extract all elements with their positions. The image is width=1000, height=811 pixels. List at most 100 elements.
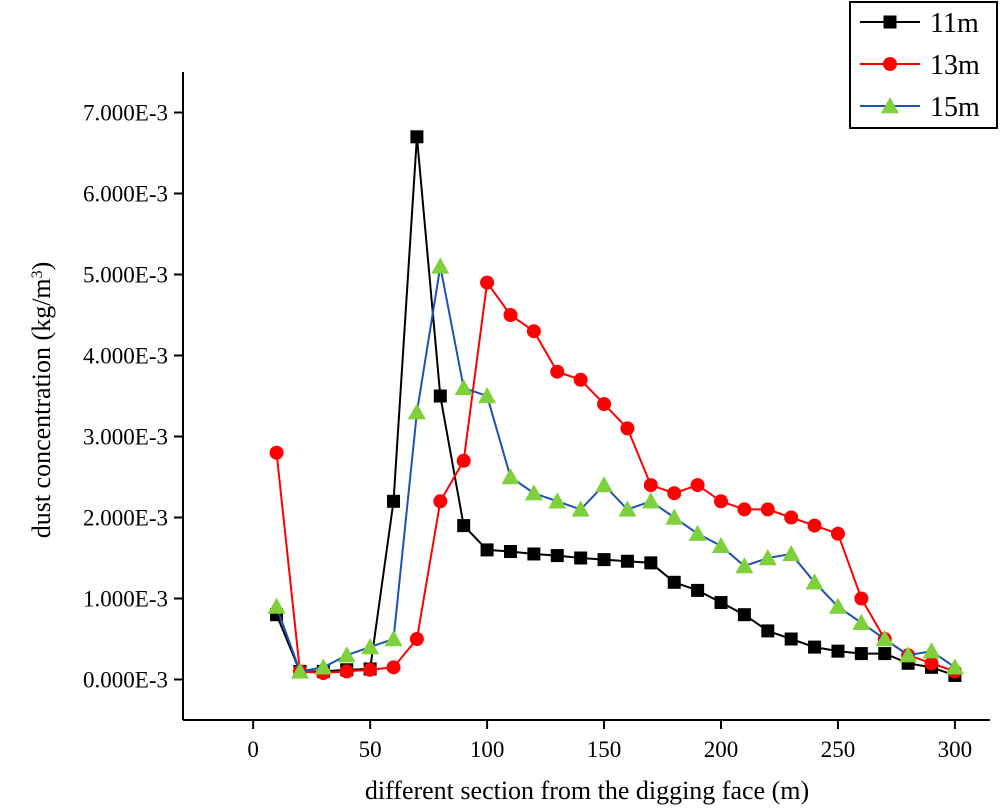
x-tick-label: 50 — [359, 737, 382, 762]
series-layer — [267, 130, 964, 682]
data-point-15m — [431, 257, 450, 274]
x-axis-title: different section from the digging face … — [365, 776, 809, 805]
axes — [182, 72, 990, 721]
data-point-11m — [527, 547, 541, 561]
data-point-11m — [387, 494, 401, 508]
y-tick-label: 6.000E-3 — [83, 182, 168, 207]
data-point-13m — [526, 324, 541, 339]
series-13m — [269, 275, 962, 681]
data-point-15m — [571, 500, 590, 517]
data-point-15m — [407, 403, 426, 420]
data-point-15m — [758, 549, 777, 566]
data-point-15m — [875, 630, 894, 647]
data-point-11m — [433, 389, 447, 403]
x-tick-label: 250 — [821, 737, 856, 762]
data-point-11m — [667, 575, 681, 589]
data-point-11m — [503, 545, 517, 559]
data-point-11m — [737, 608, 751, 622]
data-point-15m — [454, 378, 473, 396]
data-point-15m — [524, 484, 543, 501]
data-point-15m — [478, 387, 497, 404]
data-point-15m — [595, 476, 614, 493]
data-point-11m — [457, 519, 471, 533]
data-point-11m — [831, 644, 845, 658]
data-point-15m — [548, 492, 567, 509]
data-point-13m — [830, 526, 845, 541]
data-point-13m — [339, 664, 354, 679]
data-point-13m — [854, 591, 869, 606]
legend-item-15m: 15m — [860, 92, 980, 123]
y-tick-label: 1.000E-3 — [83, 587, 168, 612]
y-axis-title: dust concentration (kg/m3) — [27, 262, 56, 539]
data-point-11m — [574, 551, 588, 565]
y-tick-label: 2.000E-3 — [83, 506, 168, 531]
data-point-11m — [808, 640, 822, 654]
data-point-11m — [691, 583, 705, 597]
data-point-13m — [620, 421, 635, 436]
data-point-15m — [735, 557, 754, 574]
data-point-15m — [501, 468, 520, 485]
legend-label: 13m — [930, 50, 980, 81]
x-tick-label: 200 — [704, 737, 739, 762]
data-point-13m — [760, 502, 775, 517]
data-point-13m — [784, 510, 799, 525]
data-point-15m — [945, 658, 964, 675]
x-tick-label: 100 — [470, 737, 505, 762]
data-point-11m — [644, 556, 658, 570]
data-point-13m — [807, 518, 822, 533]
data-point-11m — [784, 632, 798, 646]
y-tick-label: 7.000E-3 — [83, 101, 168, 126]
data-point-15m — [852, 613, 871, 630]
y-axis-title-main: dust concentration (kg/m — [27, 278, 56, 538]
data-point-13m — [269, 445, 284, 460]
series-line-11m — [275, 136, 956, 677]
data-point-13m — [480, 275, 495, 290]
data-point-15m — [314, 658, 333, 675]
legend-item-11m: 11m — [860, 8, 979, 39]
data-point-15m — [641, 492, 660, 509]
data-point-15m — [805, 573, 824, 590]
legend-marker — [883, 57, 897, 71]
y-axis-title-sup: 3 — [29, 270, 46, 278]
data-point-11m — [410, 130, 424, 144]
y-tick-label: 0.000E-3 — [83, 668, 168, 693]
legend: 11m 13m 15m — [849, 1, 998, 129]
data-point-13m — [433, 494, 448, 509]
legend-label: 11m — [930, 8, 979, 39]
data-point-11m — [480, 543, 494, 557]
y-tick-label: 5.000E-3 — [83, 263, 168, 288]
ticks: 0 50 100 150 200 250 300 0.000E-3 1.000E-3 2.000E… — [83, 101, 972, 763]
data-point-13m — [409, 632, 424, 646]
data-point-15m — [665, 508, 684, 525]
data-point-13m — [456, 453, 471, 468]
data-point-13m — [573, 372, 588, 387]
x-tick-label: 150 — [587, 737, 622, 762]
data-point-11m — [854, 647, 868, 661]
data-point-15m — [290, 662, 309, 679]
data-point-15m — [712, 536, 730, 554]
data-point-13m — [737, 502, 752, 517]
data-point-11m — [761, 624, 775, 638]
data-point-11m — [714, 596, 728, 610]
data-point-15m — [899, 646, 918, 663]
series-15m — [267, 257, 964, 679]
data-point-13m — [714, 494, 728, 509]
data-point-15m — [267, 597, 286, 614]
legend-marker — [883, 15, 897, 29]
data-point-11m — [620, 554, 634, 568]
data-point-13m — [597, 397, 612, 412]
data-point-11m — [550, 549, 564, 563]
x-tick-label: 300 — [938, 737, 973, 762]
data-point-11m — [878, 647, 892, 661]
data-point-13m — [363, 662, 378, 677]
legend-item-13m: 13m — [860, 50, 980, 81]
data-point-15m — [688, 524, 707, 541]
data-point-11m — [597, 553, 611, 567]
y-axis-title-end: ) — [27, 262, 56, 271]
data-point-15m — [384, 630, 403, 647]
data-point-13m — [924, 656, 939, 671]
data-point-15m — [361, 638, 380, 655]
data-point-13m — [643, 478, 658, 493]
data-point-15m — [828, 597, 847, 614]
